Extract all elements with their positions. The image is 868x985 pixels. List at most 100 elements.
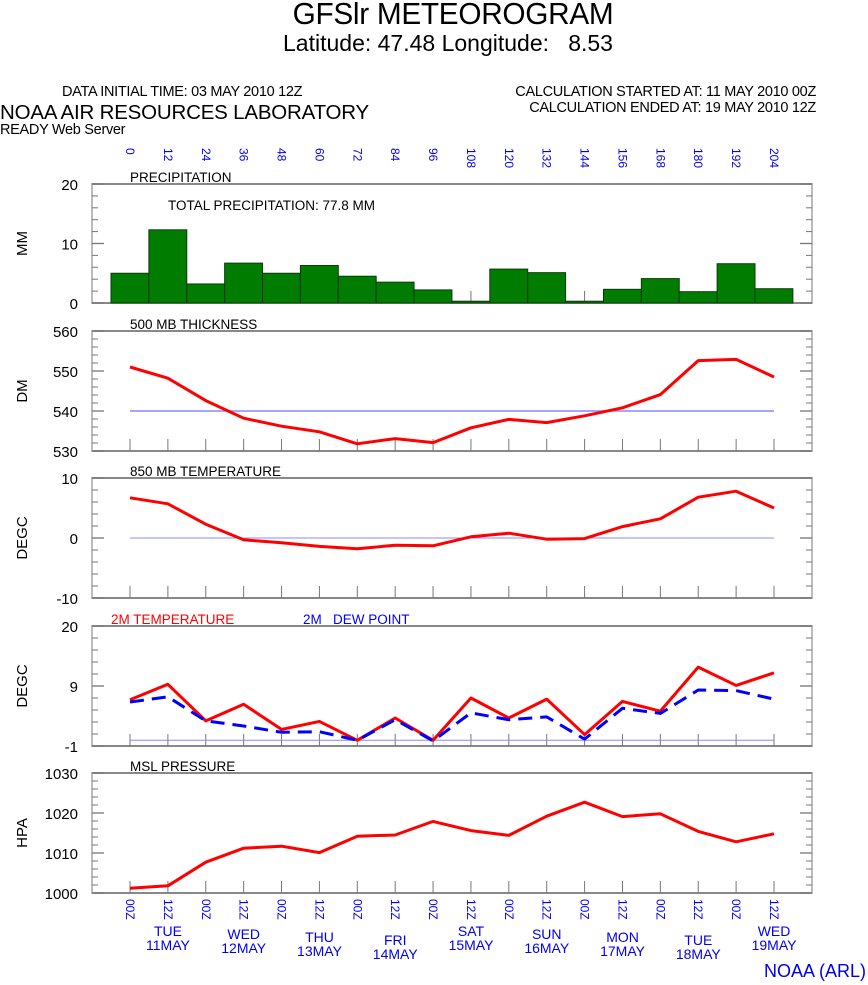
calculation-started: CALCULATION STARTED AT: 11 MAY 2010 00Z (515, 84, 816, 100)
hour-label: 180 (691, 148, 705, 168)
time-label: 00Z (275, 899, 289, 920)
legend-2m-dew-point: 2M DEW POINT (303, 612, 410, 627)
precip-bar (375, 281, 415, 304)
y-axis-label: DEGC (14, 664, 31, 708)
day-weekday-label: WED (227, 926, 260, 942)
chart-title: GFSlr METEOROGRAM (292, 0, 614, 31)
time-label: 00Z (426, 899, 440, 920)
panel-title: 500 MB THICKNESS (130, 317, 257, 332)
time-label: 00Z (502, 899, 516, 920)
time-label: 00Z (729, 899, 743, 920)
hour-label: 96 (426, 148, 440, 162)
precip-bar (224, 262, 264, 304)
day-date-label: 19MAY (752, 937, 798, 953)
location-subtitle: Latitude: 47.48 Longitude: 8.53 (283, 30, 613, 56)
day-weekday-label: WED (758, 923, 791, 939)
day-weekday-label: TUE (684, 932, 712, 948)
time-label: 12Z (161, 899, 175, 920)
y-tick-label: 10 (61, 471, 78, 488)
precip-bar (754, 288, 794, 304)
time-label: 00Z (578, 899, 592, 920)
y-tick-label: 20 (61, 177, 78, 194)
hour-label: 168 (653, 148, 667, 168)
panel-frame (91, 330, 813, 452)
y-tick-label: -1 (65, 739, 78, 756)
precip-bar (148, 229, 188, 304)
precip-bar (413, 289, 453, 304)
y-tick-label: 1030 (45, 766, 78, 783)
precip-bar (678, 291, 718, 304)
time-label: 12Z (615, 899, 629, 920)
panel-thickness: 530 540 550 560 DM 500 MB THICKNESS (14, 317, 813, 461)
day-date-label: 16MAY (524, 940, 570, 956)
y-tick-label: 1000 (45, 886, 78, 903)
time-label: 12Z (312, 899, 326, 920)
time-label: 12Z (237, 899, 251, 920)
precip-bar (186, 283, 226, 304)
day-weekday-label: THU (305, 929, 334, 945)
hour-label: 144 (578, 148, 592, 168)
series-line (129, 665, 775, 742)
dew-point-line (129, 688, 775, 743)
time-label: 12Z (691, 899, 705, 920)
precip-bar (716, 263, 756, 304)
precip-bar (299, 265, 339, 304)
y-tick-label: 0 (70, 296, 78, 313)
organization-name: NOAA AIR RESOURCES LABORATORY (0, 101, 370, 124)
day-weekday-label: FRI (384, 932, 407, 948)
precip-bar (262, 272, 301, 304)
y-axis-label: DEGC (14, 516, 31, 560)
day-weekday-label: SAT (458, 923, 485, 939)
panel-frame (91, 625, 813, 747)
y-tick-label: 560 (53, 324, 78, 341)
series-line (129, 800, 775, 890)
precip-bar (602, 288, 642, 304)
y-tick-label: 9 (70, 679, 78, 696)
hour-label: 12 (161, 148, 175, 162)
y-tick-label: 540 (53, 404, 78, 421)
day-weekday-label: TUE (154, 923, 182, 939)
precip-bar (110, 272, 150, 304)
panel-title: 850 MB TEMPERATURE (130, 464, 281, 479)
precip-bar (489, 268, 529, 304)
y-tick-label: 20 (61, 619, 78, 636)
hour-label: 0 (123, 148, 137, 155)
total-precipitation-annotation: TOTAL PRECIPITATION: 77.8 MM (168, 198, 375, 213)
hour-label: 192 (729, 148, 743, 168)
hour-label: 60 (312, 148, 326, 162)
hour-label: 204 (767, 148, 781, 168)
y-axis-label: HPA (14, 818, 31, 848)
y-tick-label: 1010 (45, 846, 78, 863)
hour-label: 84 (388, 148, 402, 162)
precip-bar (565, 300, 604, 304)
day-date-label: 13MAY (297, 943, 343, 959)
y-tick-label: 0 (70, 531, 78, 548)
hour-label: 156 (615, 148, 629, 168)
precip-bar (527, 272, 567, 304)
time-label: 12Z (540, 899, 554, 920)
y-axis-label: MM (14, 231, 31, 256)
day-date-label: 17MAY (600, 943, 646, 959)
hour-label: 24 (199, 148, 213, 162)
time-label: 00Z (653, 899, 667, 920)
day-date-label: 18MAY (676, 946, 722, 962)
time-label: 12Z (388, 899, 402, 920)
hour-label: 36 (237, 148, 251, 162)
precip-bar (451, 300, 491, 304)
precip-bar (337, 275, 377, 304)
hour-label: 132 (540, 148, 554, 168)
day-date-label: 12MAY (221, 940, 267, 956)
y-tick-label: 530 (53, 444, 78, 461)
day-date-label: 15MAY (449, 937, 495, 953)
y-tick-label: 1020 (45, 806, 78, 823)
hour-label: 120 (502, 148, 516, 168)
hour-label: 108 (464, 148, 478, 168)
time-label: 00Z (199, 899, 213, 920)
server-name: READY Web Server (0, 122, 126, 138)
series-line (129, 489, 775, 551)
time-label: 12Z (767, 899, 781, 920)
time-label: 12Z (464, 899, 478, 920)
day-date-label: 14MAY (373, 946, 419, 962)
day-date-label: 11MAY (146, 937, 190, 953)
series-line (129, 357, 775, 446)
